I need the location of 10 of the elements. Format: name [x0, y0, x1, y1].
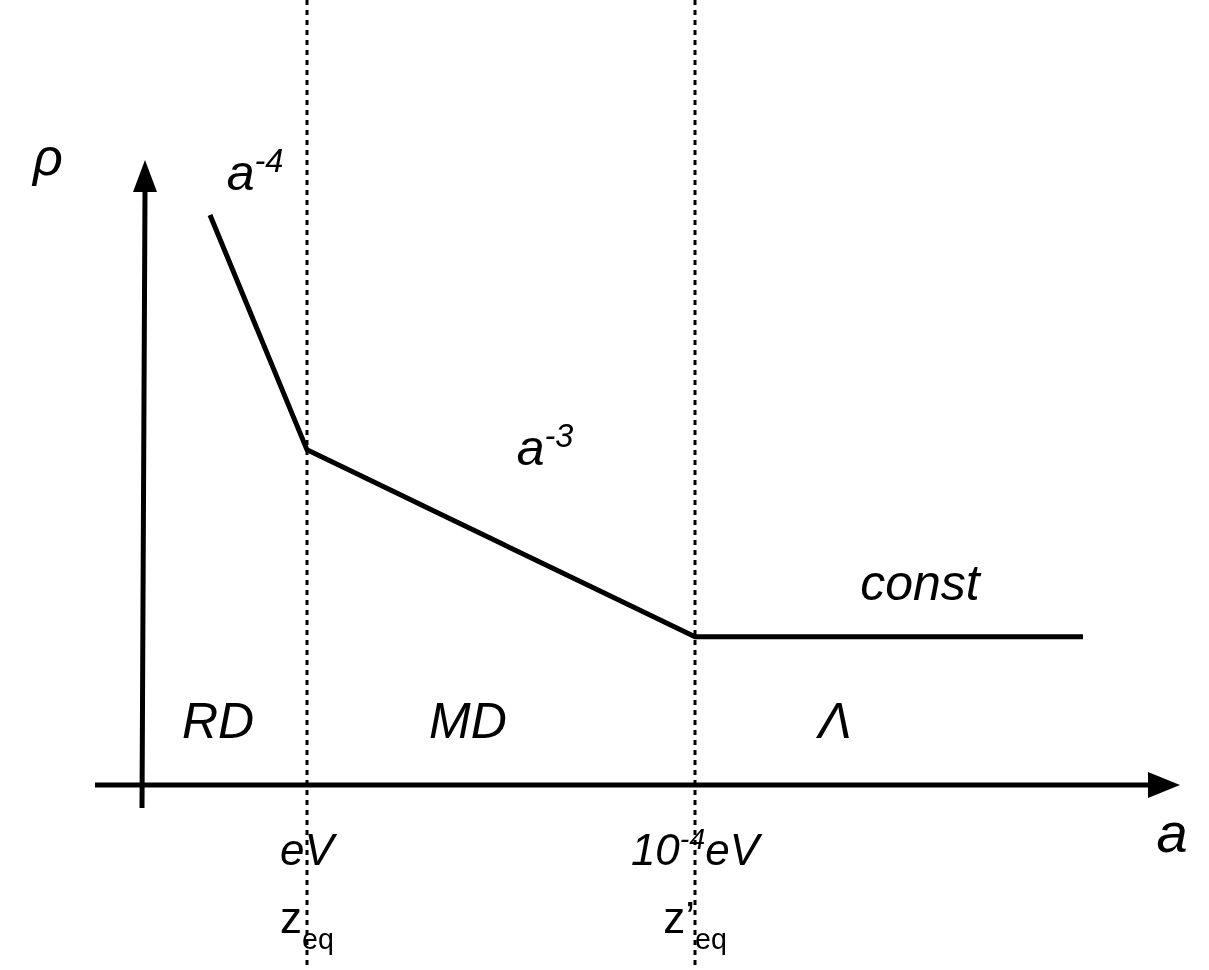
annotation: Λ — [815, 693, 852, 749]
y-axis-title: ρ — [31, 128, 63, 186]
annotation: a$^{-3}$ — [516, 418, 574, 476]
annotation: const — [860, 555, 982, 611]
x-tick-label: 10$^{-4}$eV z’$_{eq}$ — [630, 823, 763, 955]
x-axis-title: a — [1156, 801, 1188, 864]
annotation: MD — [429, 693, 507, 749]
annotation: RD — [181, 693, 255, 749]
text: a$^{-4}$ — [226, 143, 284, 201]
x-tick-label: eV z$_{eq}$ — [280, 825, 338, 955]
